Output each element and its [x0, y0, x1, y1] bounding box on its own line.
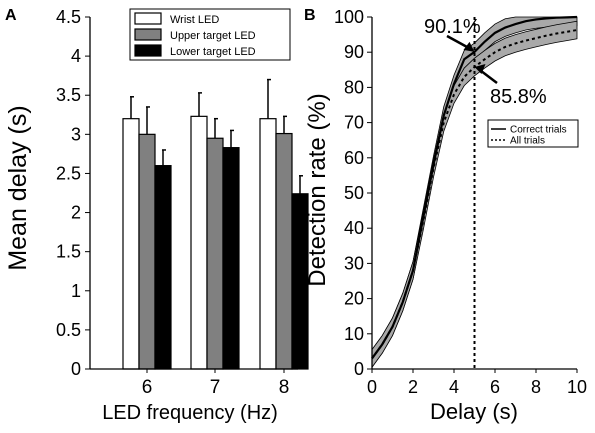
y-tick-label: 70 — [344, 113, 364, 133]
annotation-label: 85.8% — [490, 86, 547, 108]
y-tick-label: 10 — [344, 324, 364, 344]
y-tick-label: 100 — [334, 7, 364, 27]
bar — [206, 137, 224, 370]
bar — [138, 133, 156, 370]
bar — [275, 132, 293, 370]
legend-box — [487, 119, 579, 148]
annotations: 90.1% 85.8% — [424, 16, 547, 108]
y-tick-label: 2 — [71, 203, 81, 223]
y-tick-label: 0.5 — [56, 320, 81, 340]
y-tick-label: 50 — [344, 183, 364, 203]
x-tick-label: 7 — [210, 377, 221, 398]
y-tick-label: 40 — [344, 218, 364, 238]
y-tick-label: 1 — [71, 281, 81, 301]
x-tick-label: 6 — [142, 377, 153, 398]
x-tick-label: 8 — [531, 377, 541, 397]
y-tick-label: 0 — [354, 359, 364, 379]
legend-label: Lower target LED — [170, 46, 256, 58]
x-tick-label: 10 — [567, 377, 587, 397]
y-axis-label: Mean delay (s) — [4, 105, 32, 270]
y-tick-label: 30 — [344, 253, 364, 273]
y-tick-label: 4.5 — [56, 7, 81, 27]
y-tick-label: 3 — [71, 124, 81, 144]
panel-b: B 0 10 20 30 40 50 60 70 80 90 100 0 2 4 6 8 10 90.1% 85.… — [304, 7, 587, 424]
y-tick-label: 20 — [344, 289, 364, 309]
legend-label: Correct trials — [510, 125, 567, 136]
x-tick-label: 2 — [408, 377, 418, 397]
arrow-head — [474, 63, 486, 74]
legend: Wrist LED Upper target LED Lower target LE… — [129, 8, 291, 61]
axes: 6 7 8 0 0.5 1 1.5 2 2.5 3 3.5 4 4.5 — [56, 7, 298, 398]
panel-a: A 6 7 8 0 0.5 1 1.5 2 2.5 3 3.5 4 4.5 Wrist LED Upper… — [4, 7, 309, 424]
y-tick-label: 2.5 — [56, 163, 81, 183]
x-tick-label: 0 — [367, 377, 377, 397]
x-tick-label: 8 — [279, 377, 290, 398]
legend-swatch — [134, 44, 162, 57]
legend-swatch — [134, 28, 162, 41]
y-tick-label: 60 — [344, 148, 364, 168]
y-tick-label: 90 — [344, 42, 364, 62]
bar — [154, 165, 172, 370]
panel-a-label: A — [5, 7, 17, 24]
legend-label: Upper target LED — [170, 30, 256, 42]
axes: 0 10 20 30 40 50 60 70 80 90 100 0 2 4 6 8 10 — [334, 7, 587, 397]
arrow-head — [463, 41, 475, 52]
bar — [259, 118, 277, 370]
y-axis-label: Detection rate (%) — [304, 93, 331, 286]
annotation-label: 90.1% — [424, 16, 481, 38]
bar — [122, 118, 140, 370]
bar — [222, 147, 240, 370]
legend-label: Wrist LED — [170, 14, 219, 26]
x-tick-label: 4 — [449, 377, 459, 397]
legend-label: All trials — [510, 136, 545, 147]
legend-swatch — [134, 12, 162, 25]
x-axis-label: Delay (s) — [430, 399, 518, 424]
y-tick-label: 1.5 — [56, 242, 81, 262]
y-tick-label: 3.5 — [56, 85, 81, 105]
y-tick-label: 0 — [71, 359, 81, 379]
panel-b-label: B — [304, 7, 316, 24]
y-tick-label: 80 — [344, 77, 364, 97]
x-tick-label: 6 — [490, 377, 500, 397]
bar — [190, 115, 208, 370]
y-tick-label: 4 — [71, 46, 81, 66]
bar-group — [122, 78, 309, 370]
x-axis-label: LED frequency (Hz) — [102, 402, 278, 424]
